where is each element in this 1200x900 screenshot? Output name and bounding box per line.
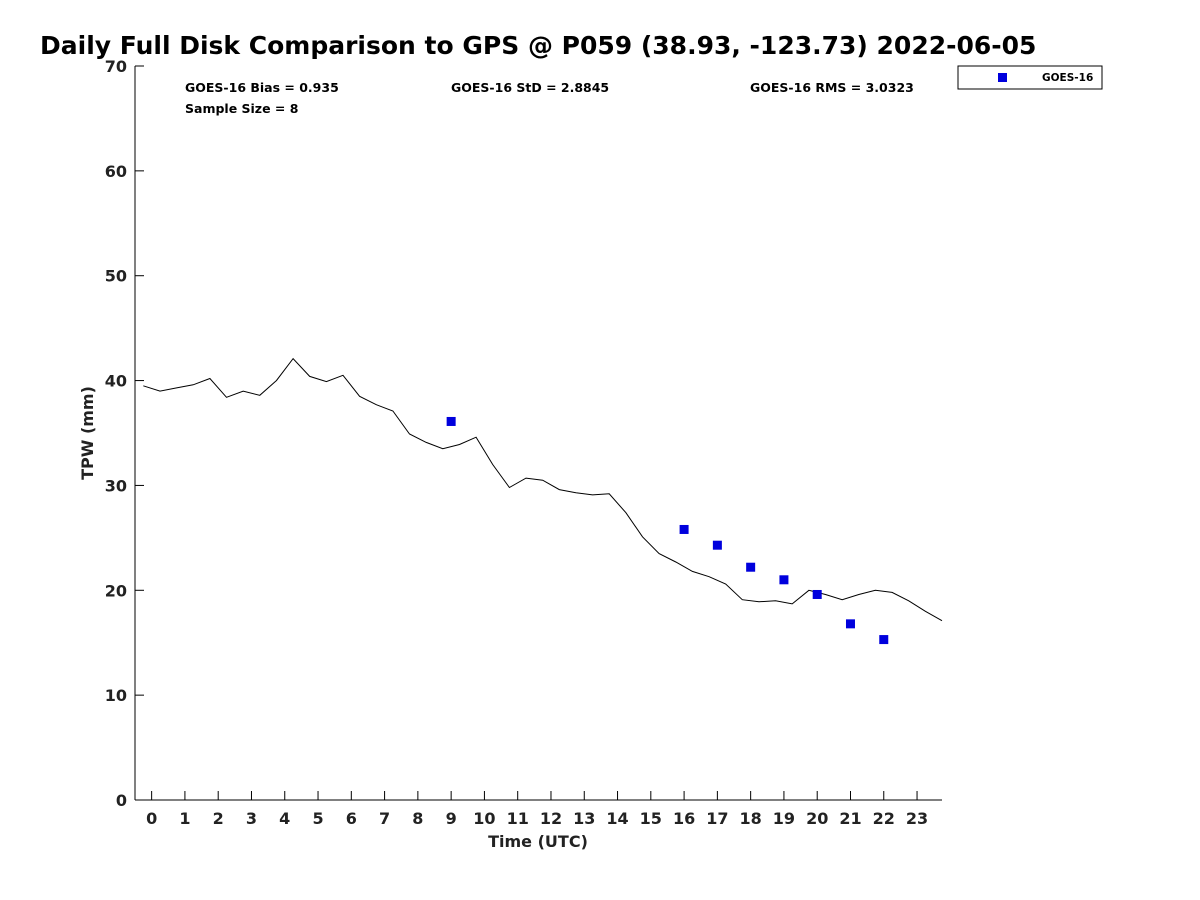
x-tick-label: 1 — [179, 809, 190, 828]
x-tick-label: 5 — [312, 809, 323, 828]
goes16-data-point — [879, 635, 889, 645]
y-ticks: 0 10 20 30 40 50 60 70 — [105, 57, 144, 810]
stats-annotations: GOES-16 Bias = 0.935 GOES-16 StD = 2.884… — [185, 80, 914, 116]
x-tick-label: 3 — [246, 809, 257, 828]
y-tick-label: 50 — [105, 267, 127, 286]
y-tick-label: 70 — [105, 57, 127, 76]
x-tick-label: 19 — [773, 809, 795, 828]
sample-size-annotation: Sample Size = 8 — [185, 101, 298, 116]
x-tick-label: 13 — [573, 809, 595, 828]
y-tick-label: 60 — [105, 162, 127, 181]
goes16-data-point — [679, 524, 689, 534]
legend-label-goes16: GOES-16 — [1042, 72, 1093, 84]
goes16-data-point — [712, 540, 722, 550]
y-tick-label: 0 — [116, 791, 127, 810]
x-tick-label: 2 — [213, 809, 224, 828]
x-tick-label: 11 — [507, 809, 529, 828]
y-tick-label: 20 — [105, 581, 127, 600]
x-tick-label: 20 — [806, 809, 828, 828]
x-axis-label: Time (UTC) — [488, 832, 588, 851]
x-tick-label: 0 — [146, 809, 157, 828]
y-tick-label: 10 — [105, 686, 127, 705]
std-annotation: GOES-16 StD = 2.8845 — [451, 80, 609, 95]
legend: GOES-16 — [957, 65, 1103, 90]
goes16-data-point — [746, 562, 756, 572]
x-tick-label: 16 — [673, 809, 695, 828]
x-tick-label: 7 — [379, 809, 390, 828]
x-tick-label: 22 — [873, 809, 895, 828]
x-tick-label: 18 — [740, 809, 762, 828]
goes16-data-point — [779, 575, 789, 585]
x-tick-label: 10 — [473, 809, 495, 828]
rms-annotation: GOES-16 RMS = 3.0323 — [750, 80, 914, 95]
legend-marker-goes16 — [998, 73, 1007, 82]
goes16-data-point — [845, 619, 855, 629]
gps-series-line — [143, 357, 943, 622]
x-tick-label: 12 — [540, 809, 562, 828]
goes16-data-point — [812, 589, 822, 599]
series-layer — [143, 357, 943, 645]
x-tick-label: 6 — [346, 809, 357, 828]
x-ticks: 0 1 2 3 4 5 6 7 8 9 10 11 12 13 14 15 16 17 18 19 20 21 22 23 — [146, 791, 928, 828]
x-tick-label: 4 — [279, 809, 290, 828]
x-tick-label: 15 — [640, 809, 662, 828]
x-tick-label: 17 — [706, 809, 728, 828]
x-tick-label: 14 — [606, 809, 628, 828]
goes16-data-point — [446, 416, 456, 426]
x-tick-label: 23 — [906, 809, 928, 828]
x-tick-label: 9 — [446, 809, 457, 828]
x-tick-label: 8 — [412, 809, 423, 828]
bias-annotation: GOES-16 Bias = 0.935 — [185, 80, 339, 95]
chart-title: Daily Full Disk Comparison to GPS @ P059… — [40, 31, 1036, 60]
axes — [134, 66, 942, 801]
legend-box — [957, 65, 1103, 90]
y-tick-label: 40 — [105, 372, 127, 391]
y-axis-label: TPW (mm) — [78, 386, 97, 480]
x-tick-label: 21 — [839, 809, 861, 828]
y-tick-label: 30 — [105, 476, 127, 495]
